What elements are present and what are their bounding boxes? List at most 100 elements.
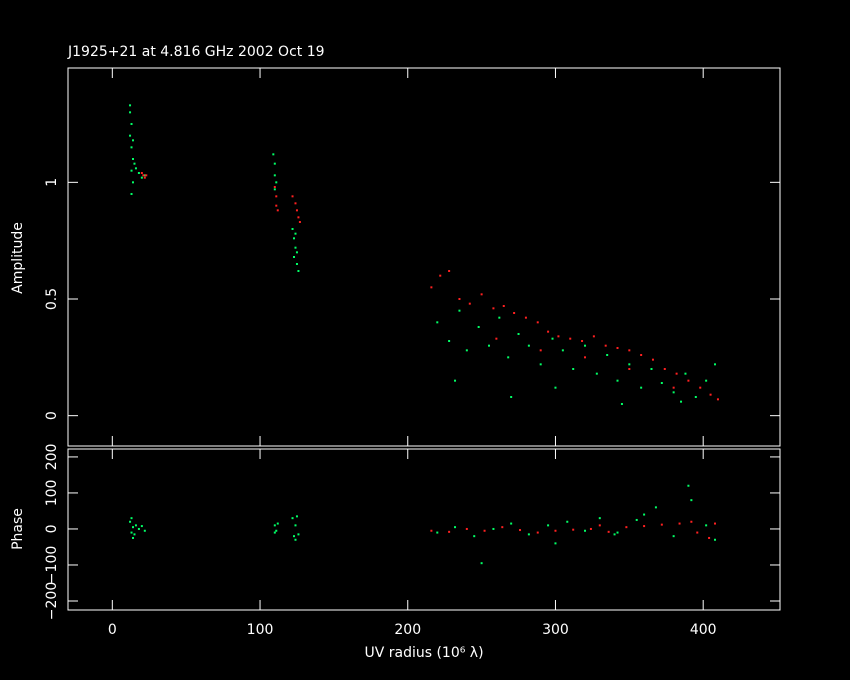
point bbox=[510, 396, 513, 398]
point bbox=[572, 528, 575, 531]
point bbox=[675, 372, 678, 375]
point bbox=[584, 529, 587, 532]
point bbox=[536, 531, 539, 534]
point bbox=[687, 379, 690, 382]
y-tick-label: 0 bbox=[44, 411, 60, 420]
point bbox=[473, 535, 476, 538]
point bbox=[687, 484, 690, 487]
point bbox=[547, 524, 550, 527]
point bbox=[694, 396, 697, 398]
point bbox=[569, 337, 572, 340]
point bbox=[663, 368, 666, 370]
point bbox=[273, 186, 276, 188]
point bbox=[298, 221, 301, 223]
point bbox=[297, 216, 300, 219]
point bbox=[143, 176, 146, 179]
point bbox=[561, 349, 564, 352]
y-axis-label: Amplitude bbox=[10, 222, 26, 294]
point bbox=[140, 176, 143, 179]
point bbox=[129, 104, 132, 107]
point bbox=[672, 386, 675, 389]
y-tick-label: −200 bbox=[44, 582, 60, 620]
point bbox=[595, 372, 598, 375]
point bbox=[273, 174, 276, 177]
point bbox=[524, 316, 527, 319]
point bbox=[143, 529, 146, 532]
point bbox=[716, 398, 719, 401]
point bbox=[557, 335, 560, 338]
y-tick-label: 200 bbox=[44, 444, 60, 471]
point bbox=[483, 529, 486, 532]
point bbox=[131, 526, 134, 529]
point bbox=[275, 529, 278, 532]
point bbox=[660, 523, 663, 526]
point bbox=[527, 533, 530, 536]
point bbox=[465, 527, 468, 530]
point bbox=[551, 337, 554, 340]
point bbox=[130, 169, 133, 172]
point bbox=[273, 188, 276, 191]
y-tick-label: −100 bbox=[44, 546, 60, 584]
point bbox=[130, 123, 133, 125]
point bbox=[650, 368, 653, 370]
point bbox=[672, 391, 675, 394]
point bbox=[134, 524, 137, 527]
point bbox=[519, 529, 522, 532]
point bbox=[273, 162, 276, 165]
point bbox=[294, 246, 297, 249]
point bbox=[554, 542, 557, 545]
point bbox=[539, 349, 542, 352]
point bbox=[554, 386, 557, 389]
point bbox=[690, 499, 693, 502]
point bbox=[448, 270, 451, 272]
point bbox=[295, 209, 298, 212]
point bbox=[690, 520, 693, 523]
point bbox=[275, 195, 278, 198]
x-tick-label: 100 bbox=[247, 622, 274, 638]
y-tick-label: 0.5 bbox=[44, 288, 60, 310]
point bbox=[513, 312, 516, 314]
point bbox=[134, 167, 137, 170]
point bbox=[640, 386, 643, 389]
x-axis-label: UV radius (10⁶ λ) bbox=[364, 645, 483, 661]
point bbox=[129, 111, 132, 114]
y-tick-label: 0 bbox=[44, 524, 60, 533]
point bbox=[635, 518, 638, 521]
point bbox=[527, 344, 530, 347]
point bbox=[294, 524, 297, 527]
point bbox=[130, 531, 133, 534]
point bbox=[129, 520, 132, 523]
point bbox=[547, 330, 550, 333]
point bbox=[492, 307, 495, 310]
point bbox=[294, 538, 297, 541]
point bbox=[291, 195, 294, 198]
point bbox=[708, 536, 711, 539]
point bbox=[477, 326, 480, 328]
point bbox=[137, 172, 140, 174]
point bbox=[458, 298, 461, 300]
point bbox=[584, 344, 587, 347]
point bbox=[131, 139, 134, 142]
x-tick-label: 300 bbox=[542, 622, 569, 638]
point bbox=[625, 526, 628, 529]
point bbox=[131, 158, 134, 160]
point bbox=[275, 181, 278, 184]
point bbox=[140, 525, 143, 528]
point bbox=[628, 368, 631, 370]
x-tick-label: 0 bbox=[108, 622, 117, 638]
point bbox=[133, 162, 136, 165]
plot-frame bbox=[67, 67, 781, 447]
point bbox=[517, 333, 520, 335]
point bbox=[297, 533, 300, 536]
point bbox=[436, 321, 439, 324]
point bbox=[468, 302, 471, 305]
point bbox=[628, 363, 631, 366]
y-tick-label: 100 bbox=[44, 480, 60, 507]
point bbox=[273, 524, 276, 527]
point bbox=[487, 344, 490, 347]
point bbox=[295, 515, 298, 518]
point bbox=[129, 134, 132, 137]
point bbox=[293, 237, 296, 240]
point bbox=[436, 531, 439, 534]
